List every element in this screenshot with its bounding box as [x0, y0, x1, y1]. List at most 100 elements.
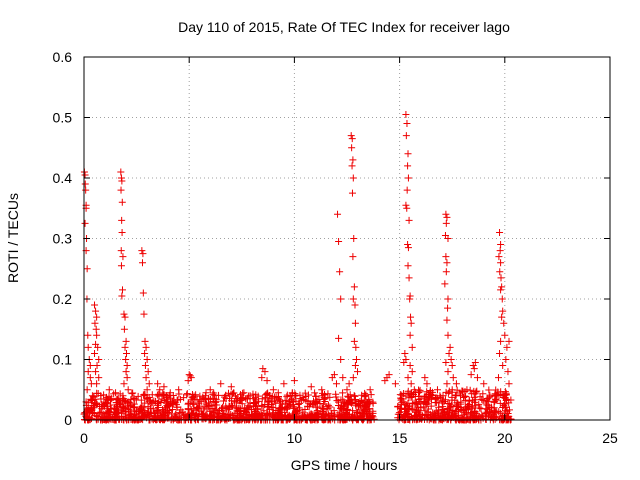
data-point: [459, 406, 467, 414]
data-point: [423, 415, 431, 423]
data-point: [476, 404, 484, 412]
data-point: [227, 390, 235, 398]
data-point: [321, 391, 329, 399]
data-point: [334, 210, 342, 218]
y-tick-label: 0.4: [53, 170, 73, 186]
data-point: [483, 408, 491, 416]
data-point: [95, 409, 103, 417]
data-point: [168, 400, 176, 408]
data-point: [312, 392, 320, 400]
data-point: [449, 407, 457, 415]
data-point: [201, 403, 209, 411]
data-point: [142, 374, 150, 382]
data-point: [119, 253, 127, 261]
data-point: [402, 392, 410, 400]
data-point: [84, 404, 92, 412]
data-point: [402, 132, 410, 140]
data-point: [225, 405, 233, 413]
data-point: [281, 396, 289, 404]
data-point: [91, 319, 99, 327]
data-point: [81, 180, 89, 188]
data-point: [118, 198, 126, 206]
data-point: [344, 392, 352, 400]
x-tick-label: 20: [497, 430, 513, 446]
data-point: [144, 368, 152, 376]
data-point: [404, 262, 412, 270]
data-point: [455, 411, 463, 419]
data-point: [120, 325, 128, 333]
data-point: [97, 408, 105, 416]
data-point: [404, 241, 412, 249]
data-point: [492, 396, 500, 404]
data-point: [246, 392, 254, 400]
data-point: [357, 396, 365, 404]
data-point: [215, 391, 223, 399]
data-point: [269, 404, 277, 412]
data-point: [84, 331, 92, 339]
data-point: [348, 135, 356, 143]
data-point: [114, 394, 122, 402]
data-point: [400, 413, 408, 421]
data-point: [503, 343, 511, 351]
data-point: [122, 337, 130, 345]
data-point: [157, 412, 165, 420]
data-point: [162, 392, 170, 400]
data-point: [124, 386, 132, 394]
data-point: [154, 380, 162, 388]
data-point: [478, 395, 486, 403]
data-point: [471, 359, 479, 367]
data-point: [353, 409, 361, 417]
data-point: [499, 394, 507, 402]
data-point: [86, 374, 94, 382]
data-point: [145, 380, 153, 388]
data-point: [472, 388, 480, 396]
data-point: [93, 380, 101, 388]
data-point: [121, 405, 129, 413]
data-point: [200, 411, 208, 419]
y-tick-label: 0.6: [53, 49, 73, 65]
data-point: [234, 397, 242, 405]
data-point: [274, 389, 282, 397]
data-point: [399, 398, 407, 406]
y-tick-label: 0.3: [53, 231, 73, 247]
data-point: [312, 412, 320, 420]
data-point: [505, 337, 513, 345]
data-point: [93, 331, 101, 339]
data-point: [342, 399, 350, 407]
data-point: [269, 386, 277, 394]
data-point: [433, 394, 441, 402]
data-point: [183, 390, 191, 398]
data-point: [406, 295, 414, 303]
data-point: [460, 415, 468, 423]
data-point: [128, 413, 136, 421]
data-point: [349, 407, 357, 415]
data-point: [207, 407, 215, 415]
data-point: [123, 349, 131, 357]
data-point: [271, 396, 279, 404]
data-point: [348, 398, 356, 406]
data-point: [351, 301, 359, 309]
data-point: [273, 412, 281, 420]
data-point: [467, 409, 475, 417]
data-point: [257, 410, 265, 418]
data-point: [398, 395, 406, 403]
data-point: [350, 337, 358, 345]
data-point: [330, 371, 338, 379]
data-point: [313, 408, 321, 416]
data-point: [466, 386, 474, 394]
data-point: [424, 391, 432, 399]
data-point: [330, 407, 338, 415]
data-point: [499, 362, 507, 370]
data-point: [328, 412, 336, 420]
data-point: [345, 380, 353, 388]
data-point: [212, 397, 220, 405]
data-point: [422, 401, 430, 409]
data-point: [350, 283, 358, 291]
data-point: [363, 412, 371, 420]
data-point: [118, 292, 126, 300]
data-point: [91, 301, 99, 309]
data-point: [141, 337, 149, 345]
data-point: [144, 403, 152, 411]
data-point: [200, 405, 208, 413]
data-point: [115, 399, 123, 407]
